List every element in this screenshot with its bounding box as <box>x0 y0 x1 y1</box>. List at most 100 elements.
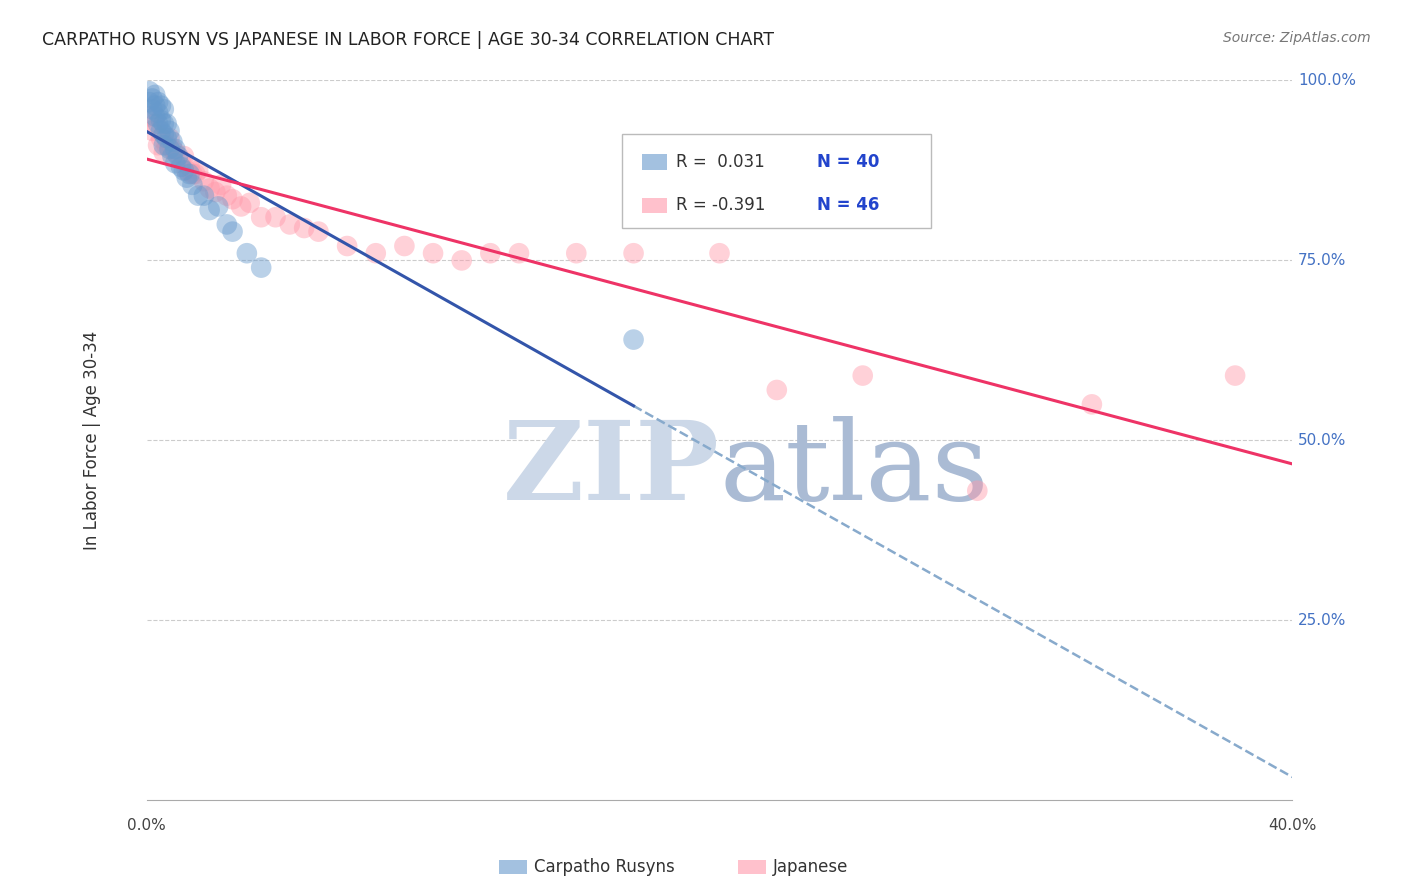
Point <box>181 167 204 181</box>
Point <box>198 202 221 217</box>
Point <box>193 188 215 202</box>
Point <box>264 211 287 225</box>
Text: 40.0%: 40.0% <box>1268 818 1316 833</box>
Point <box>162 149 184 163</box>
Point <box>966 483 988 498</box>
Point <box>479 246 502 260</box>
Point <box>173 163 195 178</box>
Point <box>146 117 169 131</box>
Point <box>709 246 731 260</box>
Point <box>179 160 201 174</box>
Text: CARPATHO RUSYN VS JAPANESE IN LABOR FORCE | AGE 30-34 CORRELATION CHART: CARPATHO RUSYN VS JAPANESE IN LABOR FORC… <box>42 31 775 49</box>
Point <box>143 98 166 112</box>
Point <box>364 246 387 260</box>
Point <box>173 149 195 163</box>
Point <box>143 87 166 102</box>
Point <box>308 225 330 239</box>
Point <box>141 102 163 116</box>
Point <box>221 225 243 239</box>
Text: ZIP: ZIP <box>503 416 720 523</box>
Point <box>679 188 702 202</box>
Point <box>450 253 472 268</box>
Text: atlas: atlas <box>720 416 990 523</box>
Point <box>565 246 588 260</box>
Text: 100.0%: 100.0% <box>1298 73 1357 88</box>
FancyBboxPatch shape <box>621 135 932 228</box>
Point <box>765 383 787 397</box>
Point <box>149 113 172 128</box>
Point <box>146 138 169 153</box>
Point <box>179 167 201 181</box>
FancyBboxPatch shape <box>641 197 666 213</box>
Point <box>278 218 301 232</box>
Point <box>152 138 174 153</box>
Point <box>184 167 207 181</box>
Point <box>198 181 221 195</box>
Point <box>394 239 416 253</box>
Point <box>231 199 253 213</box>
Text: N = 46: N = 46 <box>817 196 879 214</box>
Text: 75.0%: 75.0% <box>1298 253 1347 268</box>
Text: R = -0.391: R = -0.391 <box>676 196 765 214</box>
Point <box>156 131 179 145</box>
Point <box>149 124 172 138</box>
Point <box>156 138 179 153</box>
Point <box>156 117 179 131</box>
Point <box>207 199 229 213</box>
Point <box>165 156 187 170</box>
Text: R =  0.031: R = 0.031 <box>676 153 765 171</box>
Text: N = 40: N = 40 <box>817 153 879 171</box>
Point <box>292 221 315 235</box>
Point <box>170 160 193 174</box>
Point <box>215 218 238 232</box>
Point <box>141 124 163 138</box>
Point <box>187 188 209 202</box>
Point <box>221 192 243 206</box>
Point <box>159 124 181 138</box>
Text: In Labor Force | Age 30-34: In Labor Force | Age 30-34 <box>83 331 101 550</box>
Point <box>181 178 204 192</box>
Point <box>159 142 181 156</box>
Point <box>176 170 198 185</box>
Point <box>336 239 359 253</box>
FancyBboxPatch shape <box>641 154 666 170</box>
Point <box>193 174 215 188</box>
Point <box>162 135 184 149</box>
Point <box>167 149 190 163</box>
Point <box>141 91 163 105</box>
Point <box>162 142 184 156</box>
Point <box>159 131 181 145</box>
Point <box>176 163 198 178</box>
Point <box>152 117 174 131</box>
Point <box>165 142 187 156</box>
Point <box>146 106 169 120</box>
Point <box>143 110 166 124</box>
Point <box>152 145 174 160</box>
Point <box>138 95 160 109</box>
Point <box>170 153 193 167</box>
Text: Japanese: Japanese <box>773 858 849 876</box>
Point <box>146 95 169 109</box>
Point <box>149 131 172 145</box>
Text: 50.0%: 50.0% <box>1298 433 1347 448</box>
Point <box>204 185 226 199</box>
Point <box>1081 397 1104 411</box>
Point <box>422 246 444 260</box>
Point <box>236 246 259 260</box>
Point <box>250 211 273 225</box>
Point <box>138 84 160 98</box>
Bar <box>738 860 766 874</box>
Text: Source: ZipAtlas.com: Source: ZipAtlas.com <box>1223 31 1371 45</box>
Point <box>250 260 273 275</box>
Point <box>215 188 238 202</box>
Point <box>152 128 174 142</box>
Point <box>143 117 166 131</box>
Point <box>138 110 160 124</box>
Point <box>149 98 172 112</box>
Point <box>165 145 187 160</box>
Point <box>187 163 209 178</box>
Point <box>239 195 262 210</box>
Text: Carpatho Rusyns: Carpatho Rusyns <box>534 858 675 876</box>
Point <box>623 246 645 260</box>
Text: 0.0%: 0.0% <box>127 818 166 833</box>
